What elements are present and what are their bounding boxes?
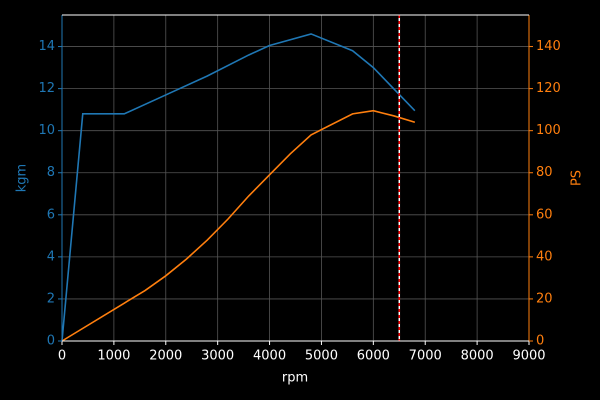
y2-tick-label: 20	[536, 291, 553, 306]
x-tick-label: 2000	[149, 349, 182, 364]
data-line	[61, 33, 416, 342]
y-tick-label: 2	[47, 291, 55, 306]
y-tick-label: 4	[47, 249, 55, 264]
x-tick-label: 5000	[305, 349, 338, 364]
y-tick-label: 6	[47, 207, 55, 222]
x-tick-label: 4000	[253, 349, 286, 364]
y2-tick-label: 100	[536, 123, 561, 138]
y2-tick-label: 80	[536, 165, 553, 180]
y-tick-label: 10	[38, 123, 55, 138]
x-tick-label: 9000	[512, 349, 545, 364]
x-tick-label: 6000	[357, 349, 390, 364]
x-tick-label: 3000	[201, 349, 234, 364]
y2-axis-label: PS	[570, 170, 585, 186]
y-axis-label: kgm	[15, 164, 30, 192]
y2-tick-label: 60	[536, 207, 553, 222]
y-tick-label: 14	[38, 39, 55, 54]
y-tick-label: 0	[47, 334, 55, 349]
x-tick-label: 1000	[97, 349, 130, 364]
y-tick-label: 8	[47, 165, 55, 180]
x-tick-label: 8000	[461, 349, 494, 364]
x-tick-label: 7000	[409, 349, 442, 364]
x-axis-label: rpm	[282, 371, 308, 386]
y2-tick-label: 120	[536, 81, 561, 96]
x-tick-label: 0	[58, 349, 66, 364]
y2-tick-label: 40	[536, 249, 553, 264]
y2-tick-label: 140	[536, 39, 561, 54]
y2-tick-label: 0	[536, 334, 544, 349]
data-line	[61, 109, 416, 342]
y-tick-label: 12	[38, 81, 55, 96]
